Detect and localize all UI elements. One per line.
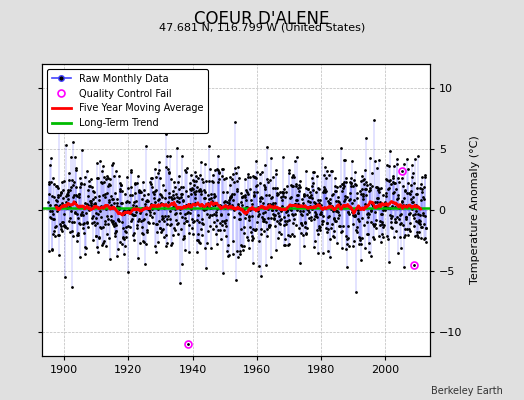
Text: Berkeley Earth: Berkeley Earth (431, 386, 503, 396)
Text: 47.681 N, 116.799 W (United States): 47.681 N, 116.799 W (United States) (159, 22, 365, 32)
Text: COEUR D'ALENE: COEUR D'ALENE (194, 10, 330, 28)
Legend: Raw Monthly Data, Quality Control Fail, Five Year Moving Average, Long-Term Tren: Raw Monthly Data, Quality Control Fail, … (47, 69, 208, 133)
Y-axis label: Temperature Anomaly (°C): Temperature Anomaly (°C) (471, 136, 481, 284)
